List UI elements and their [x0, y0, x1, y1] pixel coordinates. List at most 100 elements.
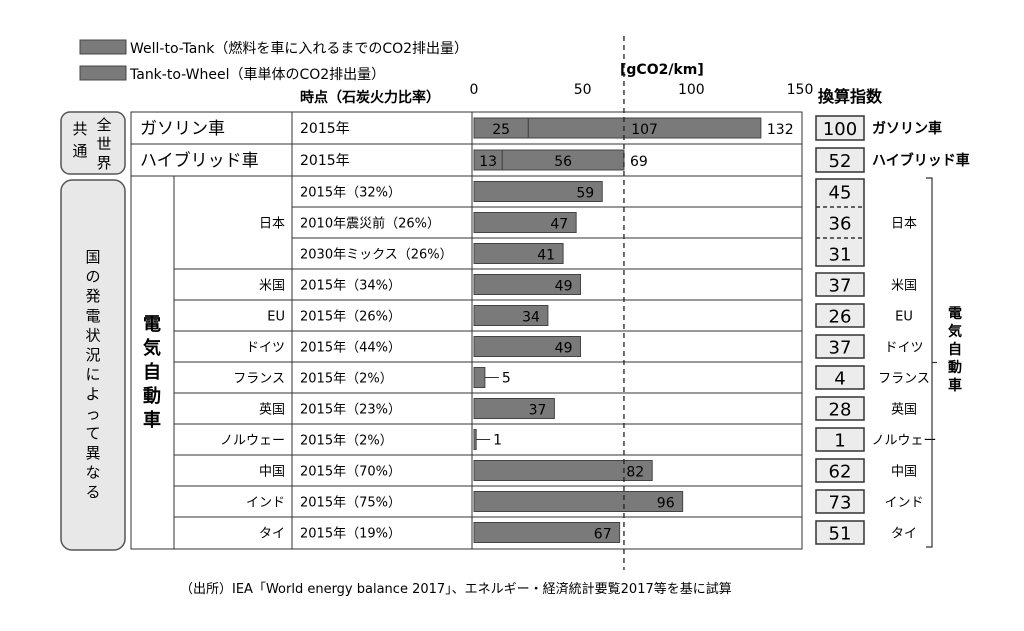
- source-note: （出所）IEA「World energy balance 2017」、エネルギー…: [180, 581, 732, 597]
- index-value: 51: [829, 524, 852, 545]
- country-label: EU: [267, 310, 285, 325]
- country-label: ノルウェー: [220, 434, 285, 449]
- index-value: 73: [829, 493, 852, 514]
- bar-electric: [473, 491, 684, 512]
- country-note-label: 況: [85, 346, 100, 364]
- index-value: 100: [823, 119, 857, 140]
- legend-label-wtt: Well-to-Tank（燃料を車に入れるまでのCO2排出量）: [130, 40, 468, 57]
- index-value: 37: [829, 276, 852, 297]
- ev-bracket-label: 動: [948, 359, 962, 376]
- index-header: 換算指数: [818, 87, 883, 106]
- x-tick-label: 0: [470, 82, 479, 98]
- period-label: 2015年（2%）: [300, 372, 393, 387]
- index-box: [815, 365, 865, 390]
- period-label: 2015年（2%）: [300, 434, 393, 449]
- index-box: [815, 272, 865, 297]
- index-row-label: タイ: [891, 527, 917, 542]
- worldwide-label: 世: [96, 135, 111, 153]
- common-box: [60, 111, 126, 175]
- country-label: 英国: [259, 403, 285, 418]
- bar-electric: [473, 305, 549, 326]
- bar-value-label: 41: [537, 248, 555, 264]
- country-note-label: 発: [85, 287, 100, 305]
- period-header: 時点（石炭火力比率）: [300, 89, 440, 106]
- bracket-line: [926, 177, 933, 548]
- ev-bracket-label: 電: [948, 305, 962, 322]
- period-label: 2015年（75%）: [300, 496, 401, 511]
- index-row-label: 米国: [891, 279, 917, 294]
- index-box: [815, 520, 865, 545]
- period-label: 2015年（34%）: [300, 279, 401, 294]
- country-note-label: 国: [85, 248, 100, 266]
- period-label: 2010年震災前（26%）: [300, 216, 440, 232]
- bar-electric: [473, 398, 555, 419]
- index-value: 31: [829, 245, 852, 266]
- index-boxes: 100 ガソリン車 52 ハイブリッド車 45 日本 36 31 37 米国 26 EU 37 ドイツ 4 フ…: [815, 115, 970, 545]
- country-label: 中国: [259, 465, 285, 480]
- index-row-label: フランス: [878, 372, 930, 387]
- period-label: 2015年（26%）: [300, 310, 401, 325]
- index-box: [815, 147, 865, 173]
- ev-bracket-label: 気: [948, 323, 962, 340]
- bar-value-label: 49: [555, 341, 573, 357]
- legend-label-ttw: Tank-to-Wheel（車単体のCO2排出量）: [129, 66, 385, 83]
- wtt-value-label: 13: [479, 154, 497, 170]
- period-label: 2030年ミックス（26%）: [300, 248, 453, 263]
- index-row-label: ドイツ: [884, 341, 923, 356]
- index-row-label: ハイブリッド車: [872, 152, 970, 169]
- ev-group-label: 動: [143, 385, 161, 407]
- index-box: [815, 396, 865, 421]
- bar-value-label: 1: [493, 433, 502, 449]
- index-value: 52: [829, 151, 852, 172]
- bar-ttw: [527, 117, 762, 139]
- japan-index-box: [815, 178, 865, 267]
- country-note-label: 状: [85, 326, 100, 344]
- bar-electric: [473, 336, 581, 357]
- chart-rows: ガソリン車 2015年 25 107 132 ハイブリッド車 2015年 13 56 69 日本 20…: [140, 117, 794, 543]
- group-common: [60, 111, 126, 175]
- ttw-value-label: 107: [631, 122, 658, 138]
- ttw-value-label: 56: [554, 154, 572, 170]
- x-axis: 0 50 100 150: [470, 82, 814, 98]
- bar-value-label: 5: [502, 371, 511, 387]
- period-label: 2015年（32%）: [300, 186, 401, 201]
- country-label: ドイツ: [246, 341, 285, 356]
- index-box: [815, 334, 865, 359]
- index-value: 62: [829, 462, 852, 483]
- country-label: タイ: [259, 527, 285, 542]
- legend-swatch-wtt: [79, 39, 127, 55]
- ev-group-label: 気: [143, 337, 161, 359]
- index-row-label: ノルウェー: [871, 434, 936, 449]
- worldwide-label: 界: [96, 154, 111, 172]
- country-note-label: っ: [85, 405, 100, 423]
- index-row-label: EU: [895, 310, 913, 325]
- period-label: 2015年（19%）: [300, 527, 401, 542]
- vehicle-label: ガソリン車: [140, 119, 225, 139]
- period-label: 2015年（23%）: [300, 403, 401, 418]
- country-label: フランス: [233, 372, 285, 387]
- period-label: 2015年: [300, 121, 350, 137]
- index-value: 1: [834, 431, 845, 452]
- country-note-label: る: [85, 483, 100, 501]
- wtt-value-label: 25: [492, 122, 510, 138]
- ev-group-label: 車: [143, 409, 161, 431]
- country-note-label: て: [85, 424, 100, 442]
- bar-electric: [473, 429, 477, 450]
- index-box: [815, 303, 865, 328]
- bar-value-label: 34: [522, 310, 540, 326]
- common-label: 共: [72, 120, 87, 138]
- index-row-label: 日本: [891, 217, 917, 232]
- index-box: [815, 458, 865, 483]
- bar-electric: [473, 367, 486, 388]
- total-value-label: 132: [767, 122, 794, 138]
- bar-value-label: 49: [555, 279, 573, 295]
- period-label: 2015年（44%）: [300, 341, 401, 356]
- bar-value-label: 59: [576, 186, 594, 202]
- bar-value-label: 96: [657, 496, 675, 512]
- country-label: インド: [246, 496, 285, 511]
- bar-value-label: 67: [594, 527, 612, 543]
- country-note-label: に: [85, 366, 100, 384]
